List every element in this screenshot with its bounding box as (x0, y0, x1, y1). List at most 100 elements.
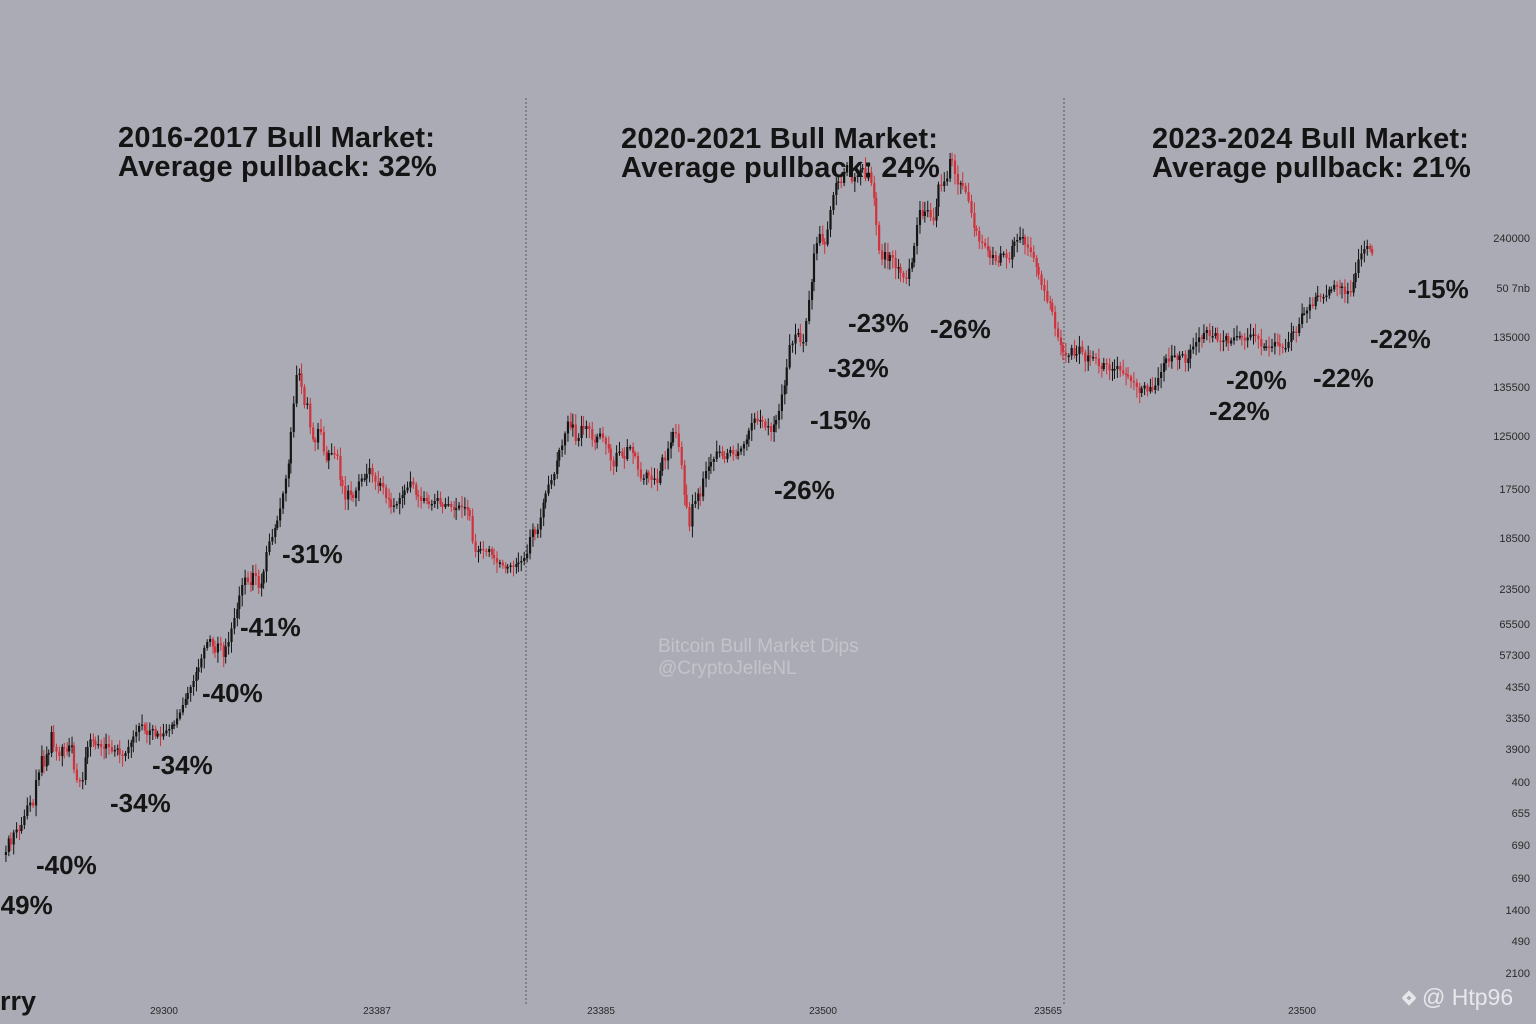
candle-body (97, 744, 100, 746)
candle-body (967, 192, 970, 201)
candle-body (1151, 387, 1154, 390)
section-title-2016: 2016-2017 Bull Market: Average pullback:… (118, 124, 437, 182)
candle-body (1325, 295, 1328, 297)
candle-body (937, 184, 940, 207)
candle-body (1073, 348, 1076, 356)
candle-body (488, 549, 491, 552)
candle-body (1084, 352, 1087, 362)
candle-body (732, 450, 735, 455)
candle-body (254, 573, 257, 576)
candle-body (953, 160, 957, 174)
candle-body (774, 420, 778, 425)
candle-body (935, 207, 938, 221)
candle-body (1064, 352, 1067, 356)
candle-body (588, 426, 591, 429)
candle-body (621, 451, 624, 456)
candle-body (850, 168, 854, 182)
candle-body (506, 567, 509, 569)
candle-body (886, 252, 889, 261)
candle-body (241, 585, 244, 596)
candle-body (1040, 274, 1043, 285)
candle-body (186, 693, 189, 699)
candle-body (870, 172, 873, 183)
candle-body (1257, 336, 1260, 339)
candle-body (1154, 385, 1157, 390)
section-heading: 2016-2017 Bull Market: (118, 122, 436, 154)
candle-body (1113, 369, 1116, 371)
candle-body (894, 258, 897, 269)
candle-body (753, 418, 756, 423)
candle-body (808, 300, 811, 321)
candle-body (853, 177, 856, 182)
candle-body (629, 447, 632, 449)
candle-body (1222, 340, 1225, 342)
candle-body (1143, 385, 1146, 389)
candle-body (840, 181, 843, 183)
candle-body (950, 159, 954, 161)
candle-body (986, 246, 990, 251)
candle-body (1005, 253, 1008, 258)
candle-body (1230, 340, 1233, 344)
candle-body (1302, 313, 1306, 315)
candle-body (723, 456, 726, 459)
section-title-2020: 2020-2021 Bull Market: Average pullback:… (621, 125, 940, 183)
candle-body (439, 498, 442, 504)
candle-body (561, 445, 564, 450)
candle-body (132, 736, 135, 743)
candle-body (175, 718, 179, 725)
dip-label: -15% (1408, 274, 1469, 304)
candle-body (973, 213, 976, 228)
candle-body (118, 748, 121, 755)
candle-body (298, 373, 301, 375)
candle-body (433, 501, 436, 504)
candle-body (314, 439, 317, 443)
candle-body (539, 517, 542, 530)
candle-body (1357, 259, 1360, 273)
candle-body (632, 447, 635, 453)
candle-body (598, 433, 602, 437)
candle-body (1149, 387, 1152, 392)
candle-body (1211, 336, 1214, 338)
candle-body (1184, 354, 1187, 363)
candle-body (558, 450, 561, 461)
candle-body (1189, 349, 1192, 359)
candle-body (330, 453, 333, 455)
candle-body (29, 802, 32, 806)
y-tick-label: 65500 (1499, 619, 1530, 631)
candle-body (1267, 346, 1271, 348)
candle-body (504, 565, 507, 569)
candle-body (336, 454, 339, 456)
candle-body (422, 498, 426, 501)
candle-body (601, 433, 605, 438)
y-tick-label: 690 (1511, 840, 1530, 852)
candle-body (509, 565, 512, 567)
candle-body (379, 483, 382, 486)
candle-body (515, 564, 518, 567)
candle-body (902, 273, 905, 278)
candle-body (219, 643, 222, 645)
candle-body (633, 453, 637, 456)
candle-body (203, 648, 206, 659)
candle-body (63, 747, 66, 749)
candle-body (309, 403, 312, 428)
candle-body (856, 175, 859, 177)
candle-body (1026, 244, 1030, 248)
candle-body (1049, 301, 1052, 303)
candle-body (1181, 354, 1184, 356)
section-subheading: Average pullback: 24% (621, 152, 941, 184)
candle-body (566, 421, 570, 434)
candle-body (1008, 258, 1011, 260)
candle-body (89, 739, 92, 747)
candle-body (674, 432, 678, 434)
candle-body (594, 439, 597, 443)
candle-body (127, 747, 130, 753)
candle-body (211, 639, 215, 647)
candle-body (1216, 333, 1219, 341)
candle-body (1363, 249, 1366, 254)
candle-body (365, 474, 368, 479)
candle-body (1346, 291, 1349, 294)
y-tick-label: 690 (1511, 873, 1530, 885)
candle-body (639, 469, 642, 479)
candle-body (45, 754, 48, 767)
candle-body (997, 261, 1000, 263)
